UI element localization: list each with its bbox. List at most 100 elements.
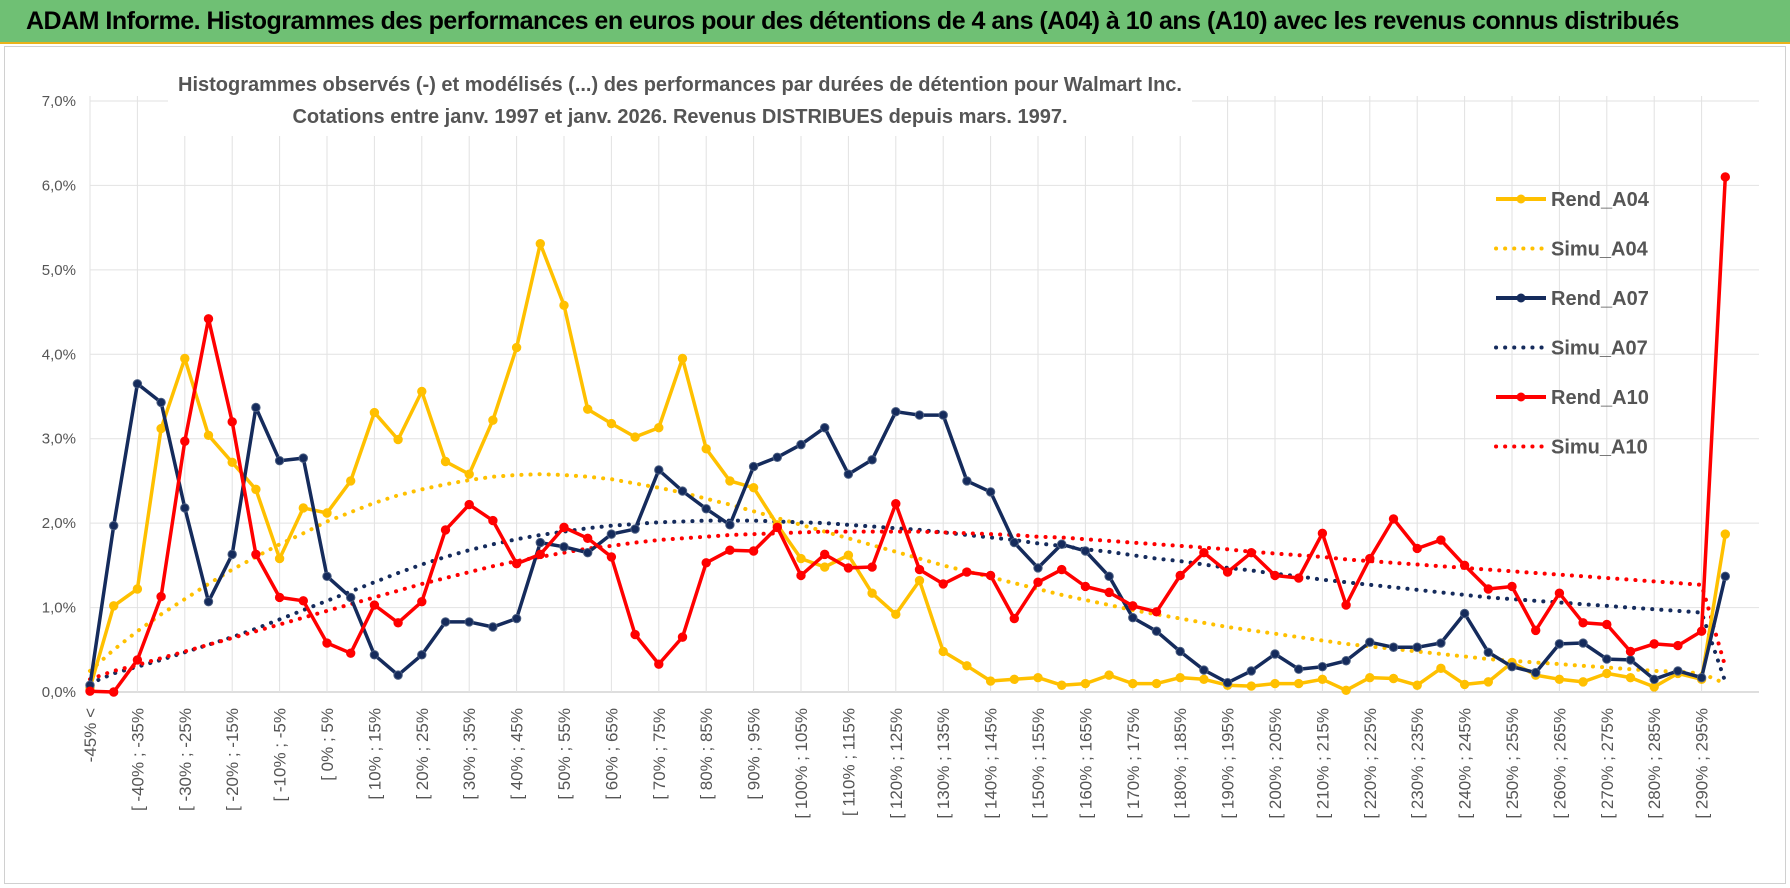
x-tick-label: [ 60% ; 65% bbox=[602, 708, 621, 800]
data-point-rend-a04 bbox=[1104, 670, 1114, 680]
x-tick-label: [ 290% ; 295% bbox=[1693, 708, 1712, 819]
data-point-rend-a04 bbox=[985, 676, 996, 686]
x-tick-label: [ 230% ; 235% bbox=[1408, 708, 1427, 819]
data-point-rend-a10 bbox=[1720, 172, 1731, 182]
data-point-rend-a10 bbox=[1531, 625, 1541, 636]
data-point-rend-a04 bbox=[1057, 680, 1067, 690]
data-point-rend-a10 bbox=[1412, 543, 1422, 554]
data-point-rend-a04 bbox=[1625, 672, 1636, 683]
data-point-rend-a04 bbox=[1436, 663, 1446, 674]
data-point-rend-a10 bbox=[867, 562, 877, 572]
gridlines bbox=[89, 96, 1759, 693]
data-point-rend-a04 bbox=[132, 584, 143, 594]
data-point-rend-a07 bbox=[227, 549, 237, 560]
y-tick-label: 1,0% bbox=[42, 600, 76, 617]
y-tick-label: 2,0% bbox=[42, 515, 76, 532]
legend-marker-rend-a04 bbox=[1516, 194, 1526, 204]
data-point-rend-a07 bbox=[654, 465, 664, 475]
data-point-rend-a10 bbox=[511, 558, 522, 569]
data-point-rend-a07 bbox=[1507, 661, 1517, 672]
data-point-rend-a07 bbox=[1412, 642, 1422, 652]
data-point-rend-a07 bbox=[1128, 613, 1138, 623]
data-point-rend-a04 bbox=[417, 386, 427, 397]
data-point-rend-a07 bbox=[1483, 647, 1494, 658]
data-point-rend-a04 bbox=[1080, 678, 1091, 689]
data-point-rend-a10 bbox=[1009, 613, 1019, 624]
data-point-rend-a10 bbox=[701, 558, 711, 568]
data-point-rend-a04 bbox=[606, 418, 617, 429]
data-point-rend-a10 bbox=[606, 552, 617, 562]
data-point-rend-a07 bbox=[1009, 537, 1019, 548]
data-point-rend-a10 bbox=[535, 549, 545, 560]
y-tick-label: 3,0% bbox=[42, 431, 76, 448]
data-point-rend-a04 bbox=[962, 661, 972, 671]
x-tick-label: [ 140% ; 145% bbox=[982, 708, 1001, 819]
data-point-rend-a10 bbox=[274, 592, 285, 603]
x-tick-label: [ -10% ; -5% bbox=[271, 708, 290, 802]
data-point-rend-a10 bbox=[180, 436, 190, 446]
data-point-rend-a07 bbox=[203, 596, 214, 607]
data-point-rend-a07 bbox=[1602, 654, 1612, 664]
data-point-rend-a04 bbox=[891, 609, 901, 620]
data-point-rend-a10 bbox=[440, 525, 451, 535]
series-lines bbox=[85, 172, 1731, 697]
data-point-rend-a04 bbox=[1554, 674, 1565, 685]
data-point-rend-a04 bbox=[583, 404, 593, 414]
data-point-rend-a10 bbox=[796, 570, 806, 581]
chart-title-box: Histogrammes observés (-) et modélisés (… bbox=[168, 66, 1192, 136]
data-point-rend-a10 bbox=[251, 549, 261, 560]
data-point-rend-a07 bbox=[1720, 571, 1731, 582]
data-point-rend-a07 bbox=[1696, 672, 1707, 683]
data-point-rend-a07 bbox=[369, 650, 380, 660]
data-point-rend-a04 bbox=[369, 407, 380, 418]
x-tick-label: [ 180% ; 185% bbox=[1171, 708, 1190, 819]
data-point-rend-a10 bbox=[891, 499, 901, 509]
chart-title-line1: Histogrammes observés (-) et modélisés (… bbox=[178, 74, 1182, 96]
data-point-rend-a04 bbox=[701, 444, 711, 454]
x-tick-label: [ 110% ; 115% bbox=[839, 708, 858, 816]
x-tick-label: [ -40% ; -35% bbox=[128, 708, 147, 811]
data-point-rend-a10 bbox=[1578, 618, 1588, 628]
data-point-rend-a07 bbox=[1317, 661, 1328, 672]
data-point-rend-a10 bbox=[109, 687, 119, 697]
data-point-rend-a04 bbox=[1459, 679, 1470, 690]
x-tick-label: [ 30% ; 35% bbox=[460, 708, 479, 800]
data-point-rend-a07 bbox=[440, 617, 451, 627]
data-point-rend-a04 bbox=[440, 456, 451, 467]
data-point-rend-a07 bbox=[1436, 638, 1446, 648]
data-point-rend-a07 bbox=[156, 397, 166, 408]
data-point-rend-a04 bbox=[1199, 674, 1209, 685]
data-point-rend-a10 bbox=[654, 659, 664, 669]
data-point-rend-a10 bbox=[1246, 547, 1257, 558]
data-point-rend-a10 bbox=[1365, 553, 1375, 564]
data-point-rend-a10 bbox=[938, 579, 948, 589]
data-point-rend-a07 bbox=[511, 613, 522, 624]
data-point-rend-a10 bbox=[1696, 626, 1707, 636]
data-point-rend-a04 bbox=[251, 484, 261, 495]
data-point-rend-a04 bbox=[1720, 529, 1731, 539]
data-point-rend-a10 bbox=[227, 417, 237, 427]
series-line-simu-a07 bbox=[88, 518, 1728, 686]
data-point-rend-a10 bbox=[772, 522, 782, 533]
data-point-rend-a07 bbox=[109, 520, 119, 531]
x-tick-label: [ 280% ; 285% bbox=[1645, 708, 1664, 819]
data-point-rend-a04 bbox=[1009, 674, 1019, 685]
data-point-rend-a07 bbox=[1531, 667, 1541, 678]
data-point-rend-a04 bbox=[843, 550, 854, 560]
data-point-rend-a07 bbox=[677, 486, 688, 496]
legend-marker-rend-a10 bbox=[1516, 392, 1526, 402]
data-point-rend-a10 bbox=[1033, 577, 1043, 587]
data-point-rend-a07 bbox=[322, 571, 332, 582]
title-background bbox=[168, 66, 1192, 136]
data-point-rend-a07 bbox=[132, 379, 143, 389]
series-line-simu-a10 bbox=[88, 529, 1728, 682]
x-tick-label: [ 210% ; 215% bbox=[1313, 708, 1332, 819]
data-point-rend-a10 bbox=[1104, 587, 1114, 598]
data-point-rend-a04 bbox=[227, 457, 237, 468]
data-point-rend-a04 bbox=[677, 353, 688, 364]
data-point-rend-a07 bbox=[1080, 546, 1091, 556]
data-point-rend-a07 bbox=[701, 504, 711, 514]
data-point-rend-a10 bbox=[1507, 581, 1517, 592]
data-point-rend-a07 bbox=[725, 520, 735, 530]
